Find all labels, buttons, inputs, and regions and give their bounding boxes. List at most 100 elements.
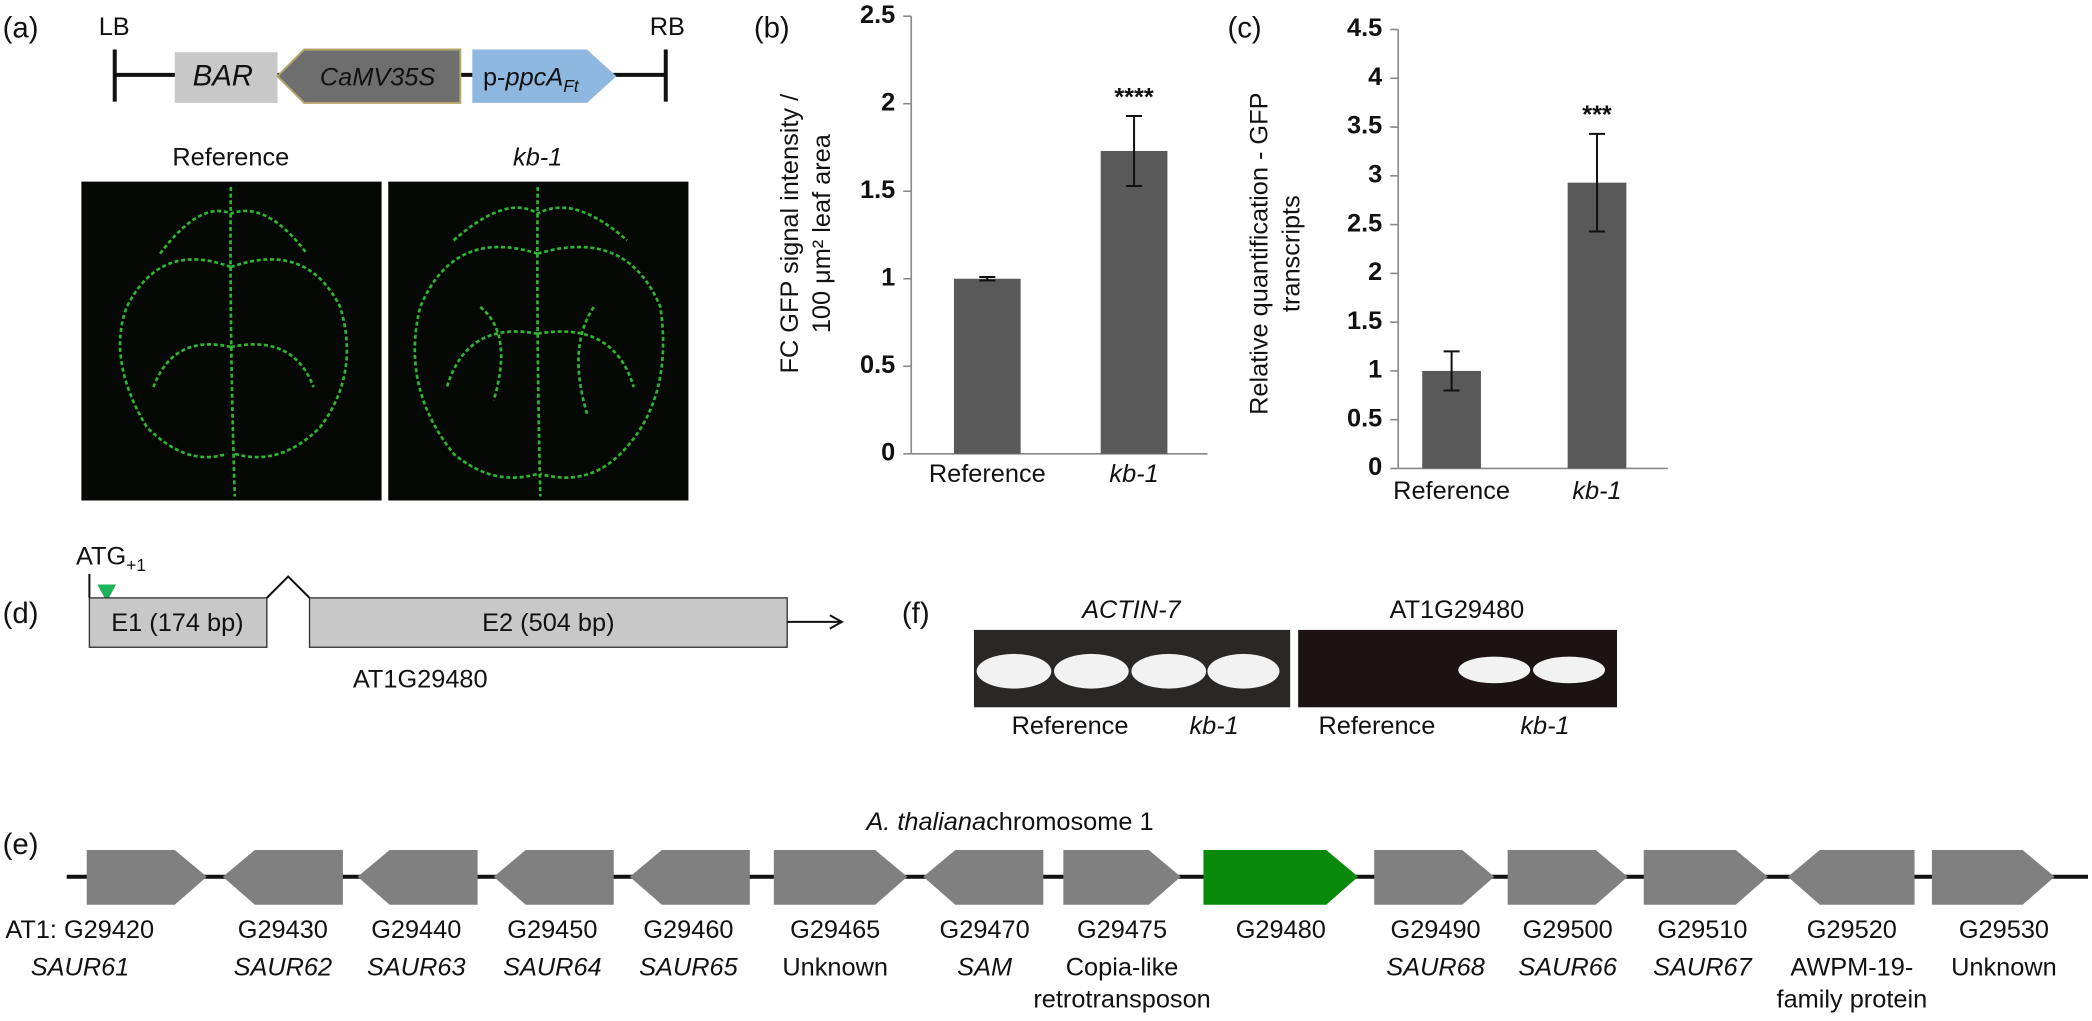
bar [953, 278, 1021, 454]
gene-arrow [1063, 850, 1181, 905]
label: (a) [3, 12, 39, 45]
gene-arrow [222, 850, 343, 905]
label: G29520 [1807, 916, 1897, 944]
label: G29460 [643, 916, 733, 944]
label: *** [1582, 101, 1612, 129]
label: (e) [3, 828, 39, 861]
label: Unknown [1951, 953, 2057, 981]
label: SAUR61 [31, 953, 130, 981]
label: AWPM-19- [1790, 953, 1913, 981]
label: kb-1 [1189, 712, 1238, 740]
label: Copia-like [1066, 953, 1179, 981]
label: G29470 [940, 916, 1030, 944]
construct [112, 48, 668, 104]
label: Relative quantification - GFP [1245, 92, 1273, 414]
label: kb-1 [1520, 712, 1569, 740]
label: SAUR62 [234, 953, 333, 981]
error-bar [1589, 132, 1606, 233]
label: kb-1 [1109, 460, 1158, 488]
gene-arrow [1203, 850, 1359, 905]
label: 0 [1368, 453, 1382, 481]
label: 1.5 [860, 176, 895, 204]
label: LB [99, 13, 130, 41]
text-part: chromosome 1 [986, 808, 1154, 836]
label: 2.5 [1347, 209, 1382, 237]
label: 3 [1368, 161, 1382, 189]
text-part: A. thaliana [864, 808, 986, 836]
gene-arrow [357, 850, 478, 905]
label: E2 (504 bp) [482, 609, 614, 637]
label: Reference [929, 460, 1046, 488]
label: SAUR66 [1518, 953, 1617, 981]
label: 2 [1368, 258, 1382, 286]
label: G29480 [1236, 916, 1326, 944]
veins [118, 186, 665, 497]
label: SAM [957, 953, 1013, 981]
gene-arrow [1643, 850, 1768, 905]
label: FC GFP signal intensity / [776, 93, 804, 374]
label: (f) [902, 597, 930, 630]
label: G29450 [507, 916, 597, 944]
label: G29510 [1657, 916, 1747, 944]
label: AT1G29480 [353, 665, 488, 693]
error-bar [1443, 350, 1460, 392]
label: transcripts [1277, 195, 1305, 312]
text-part: ppcA [505, 64, 564, 92]
error-bar [1126, 114, 1143, 187]
label: SAUR64 [503, 953, 602, 981]
label: kb-1 [513, 144, 562, 172]
gene-arrow [629, 850, 750, 905]
label: 0.5 [1347, 404, 1382, 432]
label: G29430 [238, 916, 328, 944]
label: 100 μm² leaf area [808, 133, 836, 333]
gel [973, 629, 1618, 708]
text-part: ATG [76, 543, 126, 571]
label: **** [1114, 83, 1154, 111]
gene-arrow [923, 850, 1044, 905]
label: Reference [1393, 477, 1510, 505]
label: ATG+1 [76, 543, 146, 576]
label: (b) [754, 12, 790, 45]
label: G29530 [1959, 916, 2049, 944]
label: family protein [1777, 985, 1928, 1013]
label: retrotransposon [1033, 985, 1210, 1013]
label: G29465 [790, 916, 880, 944]
label: Reference [1318, 712, 1435, 740]
label: A. thalianachromosome 1 [864, 808, 1153, 836]
label: G29440 [371, 916, 461, 944]
label: 1 [881, 263, 895, 291]
label: SAUR68 [1386, 953, 1485, 981]
label: Unknown [782, 953, 888, 981]
gene-model [88, 573, 844, 648]
gene-arrow [1787, 850, 1915, 905]
label: 4.5 [1347, 14, 1382, 42]
label: Reference [172, 144, 289, 172]
label: ACTIN-7 [1080, 596, 1181, 624]
label: SAUR65 [639, 953, 738, 981]
label: 3.5 [1347, 112, 1382, 140]
label: p-ppcAFt [483, 64, 580, 97]
label: (d) [3, 597, 39, 630]
label: AT1: G29420 [5, 916, 154, 944]
label: 0 [881, 438, 895, 466]
label: 2 [881, 88, 895, 116]
label: G29475 [1077, 916, 1167, 944]
gene-arrow [773, 850, 908, 905]
label: AT1G29480 [1390, 596, 1525, 624]
gene-arrow [1374, 850, 1495, 905]
label: BAR [193, 60, 253, 93]
error-bar [979, 276, 996, 282]
label: E1 (174 bp) [111, 609, 243, 637]
text-part: Ft [563, 76, 580, 96]
bar [1100, 150, 1168, 454]
label: SAUR63 [367, 953, 466, 981]
label: G29500 [1523, 916, 1613, 944]
label: 2.5 [860, 1, 895, 29]
label: 1 [1368, 356, 1382, 384]
label: 0.5 [860, 351, 895, 379]
label: Reference [1012, 712, 1129, 740]
label: RB [650, 13, 685, 41]
label: 1.5 [1347, 307, 1382, 335]
gene-arrow [493, 850, 614, 905]
